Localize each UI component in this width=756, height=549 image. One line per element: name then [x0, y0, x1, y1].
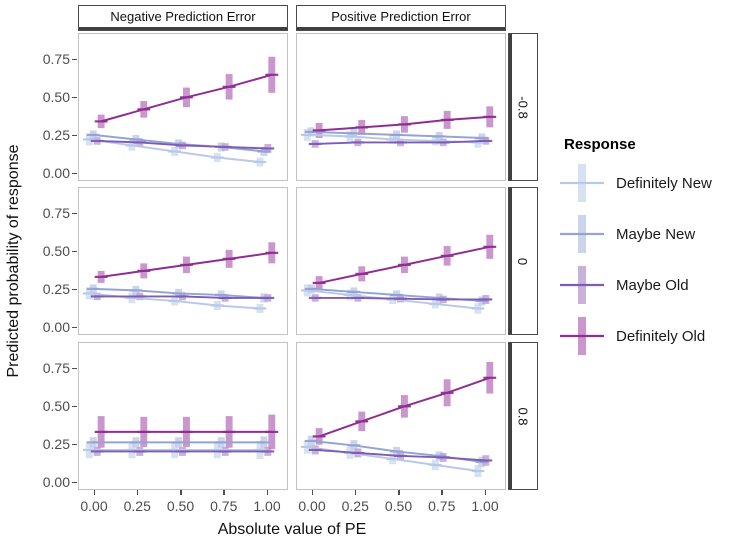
y-tick-mark — [72, 172, 77, 175]
legend-label: Maybe New — [616, 225, 696, 243]
panel-plot-area — [82, 242, 279, 313]
x-tick-label: 0.75 — [210, 498, 238, 514]
facet-col-label: Negative Prediction Error — [110, 9, 256, 24]
panel-plot-area — [82, 56, 279, 167]
y-tick-label: 0.75 — [42, 360, 70, 377]
facet-row-strip-08: 0.8 — [508, 342, 538, 490]
panel-negative-row-0 — [78, 187, 288, 335]
y-tick-label: 0.75 — [42, 205, 70, 222]
cross-key-icon — [560, 266, 604, 304]
facet-row-strip-neg08: -0.8 — [508, 33, 538, 181]
y-axis-title: Predicted probability of response — [5, 144, 22, 378]
legend-entry-maybe-new: Maybe New — [558, 214, 754, 254]
panel-plot-area — [82, 414, 279, 459]
x-tick-mark — [441, 490, 443, 495]
y-tick-label: 0.25 — [42, 281, 70, 298]
y-tick-label: 0.00 — [42, 474, 70, 491]
legend-label: Maybe Old — [616, 276, 689, 294]
y-tick-mark — [72, 134, 77, 137]
y-tick-mark — [72, 405, 77, 408]
x-axis-title: Absolute value of PE — [217, 521, 367, 538]
x-tick-mark — [136, 490, 139, 495]
x-tick-label: 1.00 — [471, 498, 499, 514]
cross-key-icon — [560, 317, 604, 355]
y-tick-mark — [72, 96, 77, 99]
x-tick-mark — [311, 490, 313, 495]
panel-positive-row-neg08 — [296, 33, 506, 181]
panel-negative-row-neg08 — [78, 33, 288, 181]
facet-row-label: -0.8 — [515, 95, 531, 119]
x-tick-mark — [93, 490, 95, 495]
y-tick-label: 0.50 — [42, 89, 70, 106]
legend-entry-definitely-old: Definitely Old — [558, 316, 754, 356]
facet-col-label: Positive Prediction Error — [331, 9, 471, 24]
y-tick-label: 0.50 — [42, 398, 70, 415]
panel-plot-area — [300, 361, 497, 477]
x-tick-mark — [180, 490, 182, 495]
x-tick-label: 1.00 — [253, 498, 281, 514]
panel-plot-area — [300, 234, 497, 314]
cross-key-icon — [560, 215, 604, 253]
x-tick-label: 0.75 — [428, 498, 456, 514]
x-tick-label: 0.50 — [384, 498, 413, 514]
facet-row-label: 0.8 — [515, 406, 531, 426]
facet-row-strip-0: 0 — [508, 187, 538, 335]
y-tick-mark — [72, 443, 77, 446]
y-tick-mark — [72, 367, 77, 370]
x-tick-label: 0.25 — [123, 498, 151, 514]
x-tick-mark — [266, 490, 268, 495]
panel-positive-row-08 — [296, 342, 506, 490]
facet-row-label: 0 — [515, 257, 531, 265]
cross-key-icon — [560, 164, 604, 202]
x-tick-label: 0.50 — [166, 498, 195, 514]
facet-col-strip-negative: Negative Prediction Error — [78, 5, 288, 31]
x-tick-label: 0.00 — [80, 498, 108, 514]
x-tick-label: 0.25 — [341, 498, 369, 514]
x-tick-mark — [398, 490, 400, 495]
y-tick-label: 0.00 — [42, 319, 70, 336]
facet-col-strip-positive: Positive Prediction Error — [296, 5, 506, 31]
x-tick-mark — [223, 490, 225, 495]
y-tick-mark — [72, 250, 77, 253]
x-tick-label: 0.00 — [298, 498, 326, 514]
y-tick-mark — [72, 326, 77, 329]
y-tick-label: 0.25 — [42, 127, 70, 144]
y-tick-label: 0.25 — [42, 436, 70, 453]
y-tick-mark — [72, 58, 77, 61]
x-tick-mark — [354, 490, 357, 495]
legend-entry-maybe-old: Maybe Old — [558, 265, 754, 305]
legend-label: Definitely New — [616, 174, 712, 192]
panel-plot-area — [300, 106, 497, 148]
y-tick-mark — [72, 481, 77, 484]
panel-positive-row-0 — [296, 187, 506, 335]
legend-label: Definitely Old — [616, 327, 706, 345]
legend: Response Definitely New Maybe New Maybe … — [558, 136, 754, 367]
y-tick-label: 0.50 — [42, 243, 70, 260]
y-tick-label: 0.00 — [42, 165, 70, 182]
panel-negative-row-08 — [78, 342, 288, 490]
y-tick-mark — [72, 212, 77, 215]
legend-title: Response — [564, 136, 636, 153]
x-tick-mark — [484, 490, 486, 495]
legend-entry-definitely-new: Definitely New — [558, 163, 754, 203]
y-tick-label: 0.75 — [42, 51, 70, 68]
y-tick-mark — [72, 288, 77, 291]
